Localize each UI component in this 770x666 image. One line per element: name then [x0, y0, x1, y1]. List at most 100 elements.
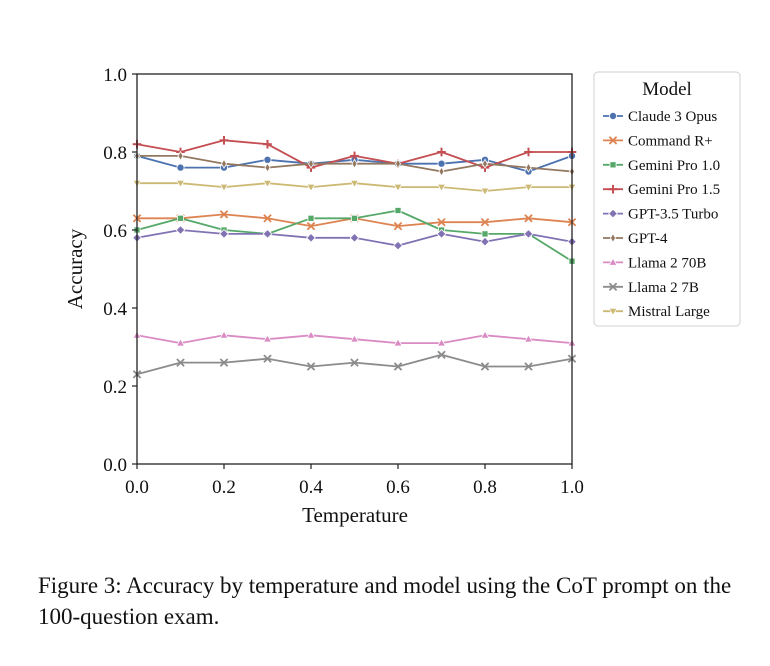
legend-marker-claude-3-opus — [609, 112, 618, 121]
series-llama-2-70b — [132, 330, 577, 347]
data-point-gpt-4-6 — [395, 158, 401, 169]
data-point-llama-2-7b-6 — [393, 362, 403, 371]
data-point-command-r-8 — [480, 217, 490, 227]
legend-label: GPT-4 — [628, 231, 668, 247]
legend-item-gpt-3-5-turbo: GPT-3.5 Turbo — [603, 207, 718, 223]
data-point-llama-2-7b-1 — [176, 358, 185, 367]
data-point-llama-2-70b-2 — [219, 330, 229, 339]
data-point-gemini-pro-1-0-6 — [394, 207, 402, 214]
data-point-command-r-6 — [393, 221, 403, 231]
data-point-gemini-pro-1-0-4 — [307, 214, 315, 222]
legend-title: Model — [642, 79, 692, 100]
legend-marker-gemini-pro-1-5 — [608, 184, 618, 194]
data-point-llama-2-70b-5 — [349, 334, 360, 343]
data-point-mistral-large-8 — [480, 187, 490, 196]
y-tick-label: 0.2 — [103, 377, 127, 398]
data-point-gemini-pro-1-0-1 — [177, 214, 184, 222]
legend-marker-gpt-4 — [610, 232, 616, 244]
data-point-gpt-4-3 — [264, 162, 271, 173]
data-point-gemini-pro-1-5-3 — [263, 139, 272, 149]
legend-label: Command R+ — [628, 133, 713, 149]
data-point-gpt-4-8 — [482, 158, 488, 169]
data-point-llama-2-7b-3 — [263, 354, 272, 363]
x-tick-label: 0.6 — [386, 477, 410, 498]
data-point-mistral-large-6 — [393, 183, 403, 193]
data-point-llama-2-70b-6 — [393, 338, 403, 347]
x-tick-label: 0.2 — [212, 477, 236, 498]
series-mistral-large — [132, 179, 577, 196]
legend-item-gemini-pro-1-0: Gemini Pro 1.0 — [603, 158, 720, 174]
legend: Model Claude 3 Opus Command R+ Gemini Pro … — [593, 71, 741, 327]
data-point-gpt-4-7 — [438, 166, 445, 177]
data-point-llama-2-7b-8 — [480, 362, 490, 371]
data-point-gemini-pro-1-0-8 — [481, 230, 489, 238]
y-tick-label: 1.0 — [103, 65, 127, 86]
legend-label: Llama 2 70B — [628, 255, 706, 271]
data-point-llama-2-70b-3 — [262, 334, 273, 343]
data-point-llama-2-70b-7 — [436, 338, 447, 347]
data-point-gpt-3-5-turbo-4 — [306, 232, 316, 243]
data-point-gpt-3-5-turbo-7 — [436, 229, 447, 239]
legend-item-gpt-4: GPT-4 — [603, 231, 668, 247]
data-point-gpt-4-9 — [525, 162, 532, 173]
data-point-llama-2-7b-4 — [306, 362, 316, 371]
y-tick-label: 0.0 — [103, 455, 127, 476]
data-point-gemini-pro-1-5-7 — [437, 147, 446, 157]
data-point-mistral-large-1 — [175, 179, 186, 189]
ticks-layer: 0.0 0.2 0.4 0.6 0.8 1.0 0.0 0.2 0.4 0.6 0.8 1.0 — [103, 65, 584, 498]
legend-label: GPT-3.5 Turbo — [628, 207, 718, 223]
data-point-llama-2-7b-5 — [350, 358, 359, 367]
legend-label: Claude 3 Opus — [628, 109, 717, 125]
legend-label: Gemini Pro 1.5 — [628, 182, 720, 198]
y-tick-label: 0.6 — [103, 221, 127, 242]
data-point-command-r-9 — [524, 214, 533, 223]
data-point-mistral-large-5 — [349, 179, 360, 189]
legend-marker-llama-2-70b — [608, 257, 618, 266]
legend-item-llama-2-70b: Llama 2 70B — [603, 255, 706, 271]
data-point-command-r-2 — [219, 210, 229, 219]
legend-marker-gemini-pro-1-0 — [609, 161, 617, 169]
x-tick-label: 0.8 — [473, 477, 497, 498]
data-point-gemini-pro-1-5-2 — [219, 135, 229, 145]
data-point-llama-2-7b-7 — [437, 350, 446, 360]
legend-marker-gpt-3-5-turbo — [608, 208, 618, 219]
legend-frame — [593, 71, 741, 327]
data-point-gpt-3-5-turbo-5 — [349, 232, 360, 243]
data-point-mistral-large-9 — [523, 183, 534, 193]
data-point-mistral-large-7 — [436, 183, 447, 193]
data-point-llama-2-7b-2 — [219, 358, 229, 367]
legend-label: Gemini Pro 1.0 — [628, 158, 720, 174]
data-point-mistral-large-3 — [262, 179, 273, 189]
series-gpt-3-5-turbo — [132, 225, 577, 251]
legend-item-mistral-large: Mistral Large — [603, 304, 710, 320]
legend-marker-command-r — [608, 136, 618, 145]
x-axis-title: Temperature — [302, 503, 408, 527]
legend-label: Llama 2 7B — [628, 280, 699, 296]
legend-item-command-r: Command R+ — [603, 133, 713, 149]
legend-item-claude-3-opus: Claude 3 Opus — [603, 109, 717, 125]
data-point-gpt-4-1 — [177, 150, 184, 162]
data-point-command-r-3 — [263, 214, 272, 223]
data-point-gemini-pro-1-5-9 — [524, 147, 533, 157]
legend-label: Mistral Large — [628, 304, 710, 320]
data-point-gpt-4-4 — [308, 158, 314, 169]
data-point-mistral-large-4 — [306, 183, 316, 193]
y-axis-title: Accuracy — [63, 228, 87, 309]
legend-item-llama-2-7b: Llama 2 7B — [603, 280, 699, 296]
legend-items: Claude 3 Opus Command R+ Gemini Pro 1.0 Gem… — [603, 109, 720, 320]
x-tick-label: 0.4 — [299, 477, 323, 498]
data-point-command-r-7 — [437, 217, 446, 227]
data-point-mistral-large-2 — [219, 183, 229, 193]
data-point-gpt-3-5-turbo-2 — [219, 229, 229, 239]
data-point-gemini-pro-1-0-5 — [351, 214, 358, 222]
data-point-gpt-3-5-turbo-9 — [523, 229, 534, 239]
series-layer — [132, 135, 577, 379]
legend-marker-mistral-large — [608, 307, 618, 317]
series-line-llama-2-7b — [136, 353, 573, 376]
data-point-gpt-3-5-turbo-3 — [262, 229, 273, 239]
data-point-llama-2-70b-8 — [480, 330, 490, 339]
legend-item-gemini-pro-1-5: Gemini Pro 1.5 — [603, 182, 720, 198]
data-point-llama-2-70b-4 — [306, 330, 316, 339]
data-point-gpt-4-5 — [351, 158, 358, 169]
